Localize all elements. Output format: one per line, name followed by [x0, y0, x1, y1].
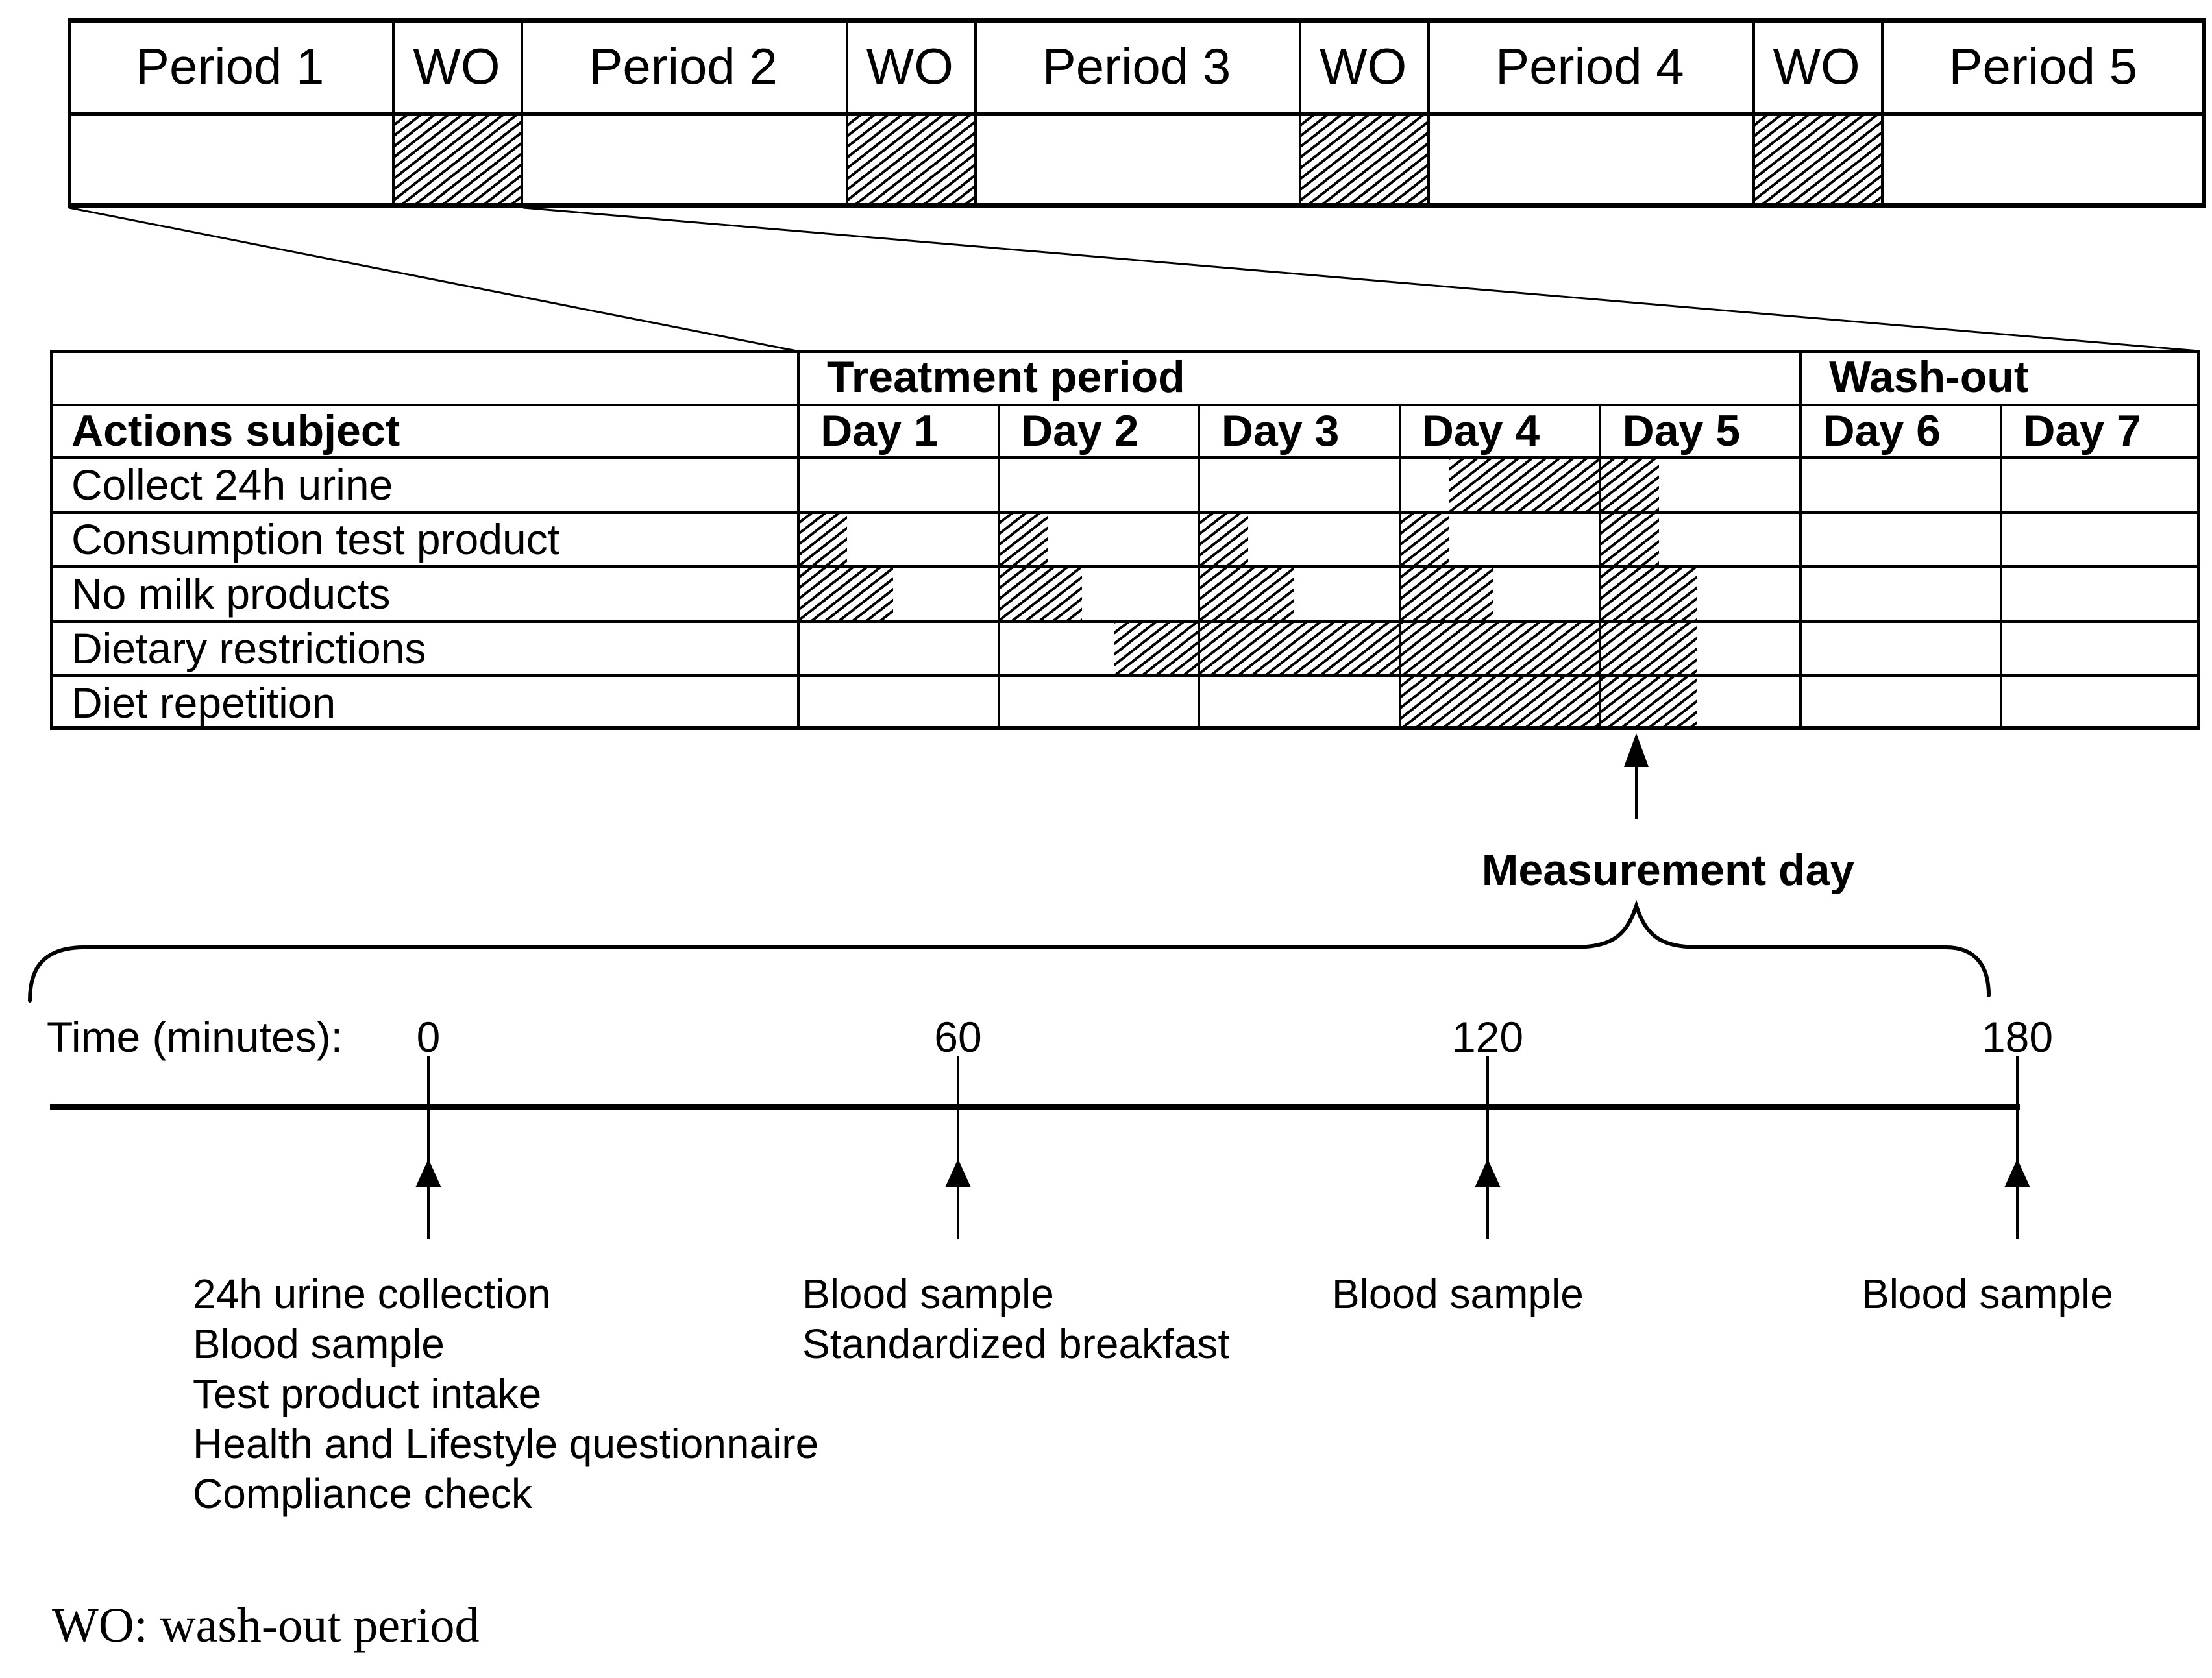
- activity-hatch-bar: [1398, 566, 1493, 621]
- washout-header-cell: WO: [1320, 37, 1407, 95]
- activity-hatch-bar: [1599, 566, 1697, 621]
- actions-subject-header: Actions subject: [71, 406, 400, 456]
- row-separator: [50, 511, 2200, 514]
- activity-hatch-bar: [997, 512, 1048, 566]
- table-bottom-border: [68, 203, 2206, 208]
- timeline-event-item: Blood sample: [1862, 1271, 2113, 1317]
- timeline-event-block: Blood sample: [1332, 1269, 1584, 1319]
- action-row-label: No milk products: [71, 570, 391, 618]
- timeline-event-item: Standardized breakfast: [802, 1320, 1230, 1367]
- time-tick-value: 0: [416, 1013, 441, 1061]
- group-day-separator: [50, 404, 2200, 406]
- table-top-border: [68, 18, 2206, 23]
- time-axis-ticks: [415, 1056, 2030, 1239]
- measurement-arrow-head-icon: [1624, 733, 1649, 767]
- up-arrow-head-icon: [945, 1159, 971, 1187]
- activity-hatch-bar: [997, 566, 1082, 621]
- treatment-washout-separator: [1799, 350, 1802, 730]
- action-row-label: Collect 24h urine: [71, 461, 393, 509]
- time-tick-value: 60: [934, 1013, 982, 1061]
- timeline-event-item: Blood sample: [1332, 1271, 1584, 1317]
- period-header-cell: Period 4: [1495, 37, 1684, 95]
- row-separator: [50, 620, 2200, 623]
- washout-group-header: Wash-out: [1829, 352, 2029, 402]
- timeline-event-item: Test product intake: [193, 1370, 542, 1417]
- activity-hatch-bar: [1398, 512, 1449, 566]
- periods-overview-table: Period 1 WO Period 2 WO Period 3 WO Period 4 WO…: [68, 18, 2206, 208]
- washout-header-cell: WO: [1773, 37, 1860, 95]
- day-header: Day 5: [1622, 406, 1741, 456]
- timeline-event-block: 24h urine collection Blood sample Test pro…: [193, 1269, 818, 1519]
- actions-schedule-table: Treatment period Wash-out Actions subject D…: [50, 350, 2200, 730]
- table-header-separator: [68, 112, 2206, 116]
- period-header-cell: Period 3: [1042, 37, 1231, 95]
- washout-footnote: WO: wash-out period: [52, 1598, 480, 1653]
- zoom-connector-line-left: [68, 206, 798, 352]
- day-header: Day 7: [2023, 406, 2141, 456]
- up-arrow-head-icon: [415, 1159, 441, 1187]
- washout-hatch-cell: [1752, 114, 1881, 208]
- period-header-cell: Period 2: [589, 37, 778, 95]
- time-tick-value: 120: [1451, 1013, 1524, 1061]
- washout-hatch-cell: [845, 114, 974, 208]
- day-header: Day 6: [1823, 406, 1941, 456]
- washout-header-cell: WO: [866, 37, 953, 95]
- zoom-connector-line-right: [522, 206, 2200, 352]
- up-arrow-head-icon: [1475, 1159, 1501, 1187]
- activity-hatch-bar: [797, 512, 848, 566]
- washout-header-cell: WO: [413, 37, 500, 95]
- activity-hatch-bar: [1198, 566, 1294, 621]
- measurement-day-brace: [28, 899, 1991, 1003]
- timeline-event-block: Blood sample Standardized breakfast: [802, 1269, 1229, 1369]
- day-header: Day 4: [1421, 406, 1540, 456]
- activity-hatch-bar: [1198, 512, 1248, 566]
- measurement-day-label: Measurement day: [1481, 845, 1855, 895]
- activity-hatch-bar: [1448, 457, 1660, 512]
- period-header-cell: Period 5: [1948, 37, 2138, 95]
- washout-hatch-cell: [1299, 114, 1428, 208]
- action-row-label: Dietary restrictions: [71, 624, 426, 672]
- table-bottom-border: [50, 726, 2200, 730]
- activity-hatch-bar: [1398, 675, 1697, 730]
- timeline-event-item: 24h urine collection: [193, 1271, 551, 1317]
- day-header: Day 1: [820, 406, 939, 456]
- up-arrow-head-icon: [2004, 1159, 2030, 1187]
- row-separator: [50, 674, 2200, 677]
- activity-hatch-bar: [797, 566, 894, 621]
- period-header-cell: Period 1: [135, 37, 325, 95]
- label-day-separator: [797, 350, 800, 730]
- day-header: Day 3: [1221, 406, 1340, 456]
- time-tick-value: 180: [1981, 1013, 2054, 1061]
- timeline-event-item: Health and Lifestyle questionnaire: [193, 1420, 819, 1467]
- table-left-border: [50, 350, 53, 730]
- action-row-label: Consumption test product: [71, 515, 560, 563]
- table-top-border: [50, 350, 2200, 353]
- treatment-period-group-header: Treatment period: [827, 352, 1185, 402]
- timeline-event-item: Compliance check: [193, 1470, 532, 1517]
- day-header: Day 2: [1021, 406, 1139, 456]
- timeline-event-item: Blood sample: [193, 1320, 445, 1367]
- header-body-separator: [50, 456, 2200, 459]
- row-separator: [50, 565, 2200, 568]
- washout-hatch-cell: [392, 114, 521, 208]
- time-axis-label: Time (minutes):: [47, 1013, 343, 1061]
- table-right-border: [2197, 350, 2200, 730]
- activity-hatch-bar: [1599, 512, 1660, 566]
- timeline-event-block: Blood sample: [1862, 1269, 2113, 1319]
- action-row-label: Diet repetition: [71, 679, 336, 727]
- timeline-event-item: Blood sample: [802, 1271, 1054, 1317]
